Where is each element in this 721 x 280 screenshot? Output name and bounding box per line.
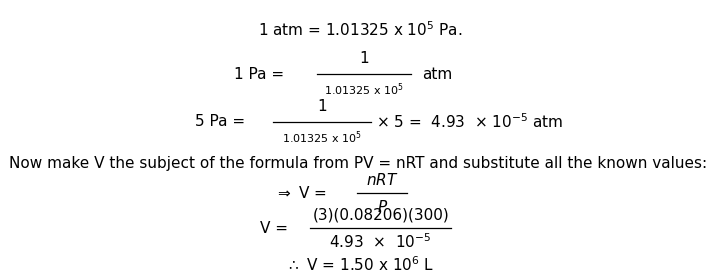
Text: (3)(0.08206)(300): (3)(0.08206)(300) bbox=[312, 207, 449, 222]
Text: $\Rightarrow$ V =: $\Rightarrow$ V = bbox=[275, 185, 327, 201]
Text: 5 Pa =: 5 Pa = bbox=[195, 114, 245, 129]
Text: $nRT$: $nRT$ bbox=[366, 172, 399, 188]
Text: 1.01325 x 10$^5$: 1.01325 x 10$^5$ bbox=[282, 129, 363, 146]
Text: 4.93  $\times$  10$^{-5}$: 4.93 $\times$ 10$^{-5}$ bbox=[329, 232, 432, 251]
Text: atm: atm bbox=[422, 67, 452, 82]
Text: 1: 1 bbox=[359, 51, 369, 66]
Text: Now make V the subject of the formula from PV = nRT and substitute all the known: Now make V the subject of the formula fr… bbox=[9, 156, 707, 171]
Text: 1: 1 bbox=[317, 99, 327, 114]
Text: $P$: $P$ bbox=[376, 199, 388, 215]
Text: $\therefore$ V = 1.50 x 10$^6$ L: $\therefore$ V = 1.50 x 10$^6$ L bbox=[286, 255, 435, 274]
Text: V =: V = bbox=[260, 221, 288, 236]
Text: 1 Pa =: 1 Pa = bbox=[234, 67, 285, 82]
Text: 1 atm = 1.01325 x 10$^5$ Pa.: 1 atm = 1.01325 x 10$^5$ Pa. bbox=[258, 20, 463, 39]
Text: $\times$ 5 =  4.93  $\times$ 10$^{-5}$ atm: $\times$ 5 = 4.93 $\times$ 10$^{-5}$ atm bbox=[376, 113, 564, 131]
Text: 1.01325 x 10$^5$: 1.01325 x 10$^5$ bbox=[324, 81, 404, 98]
